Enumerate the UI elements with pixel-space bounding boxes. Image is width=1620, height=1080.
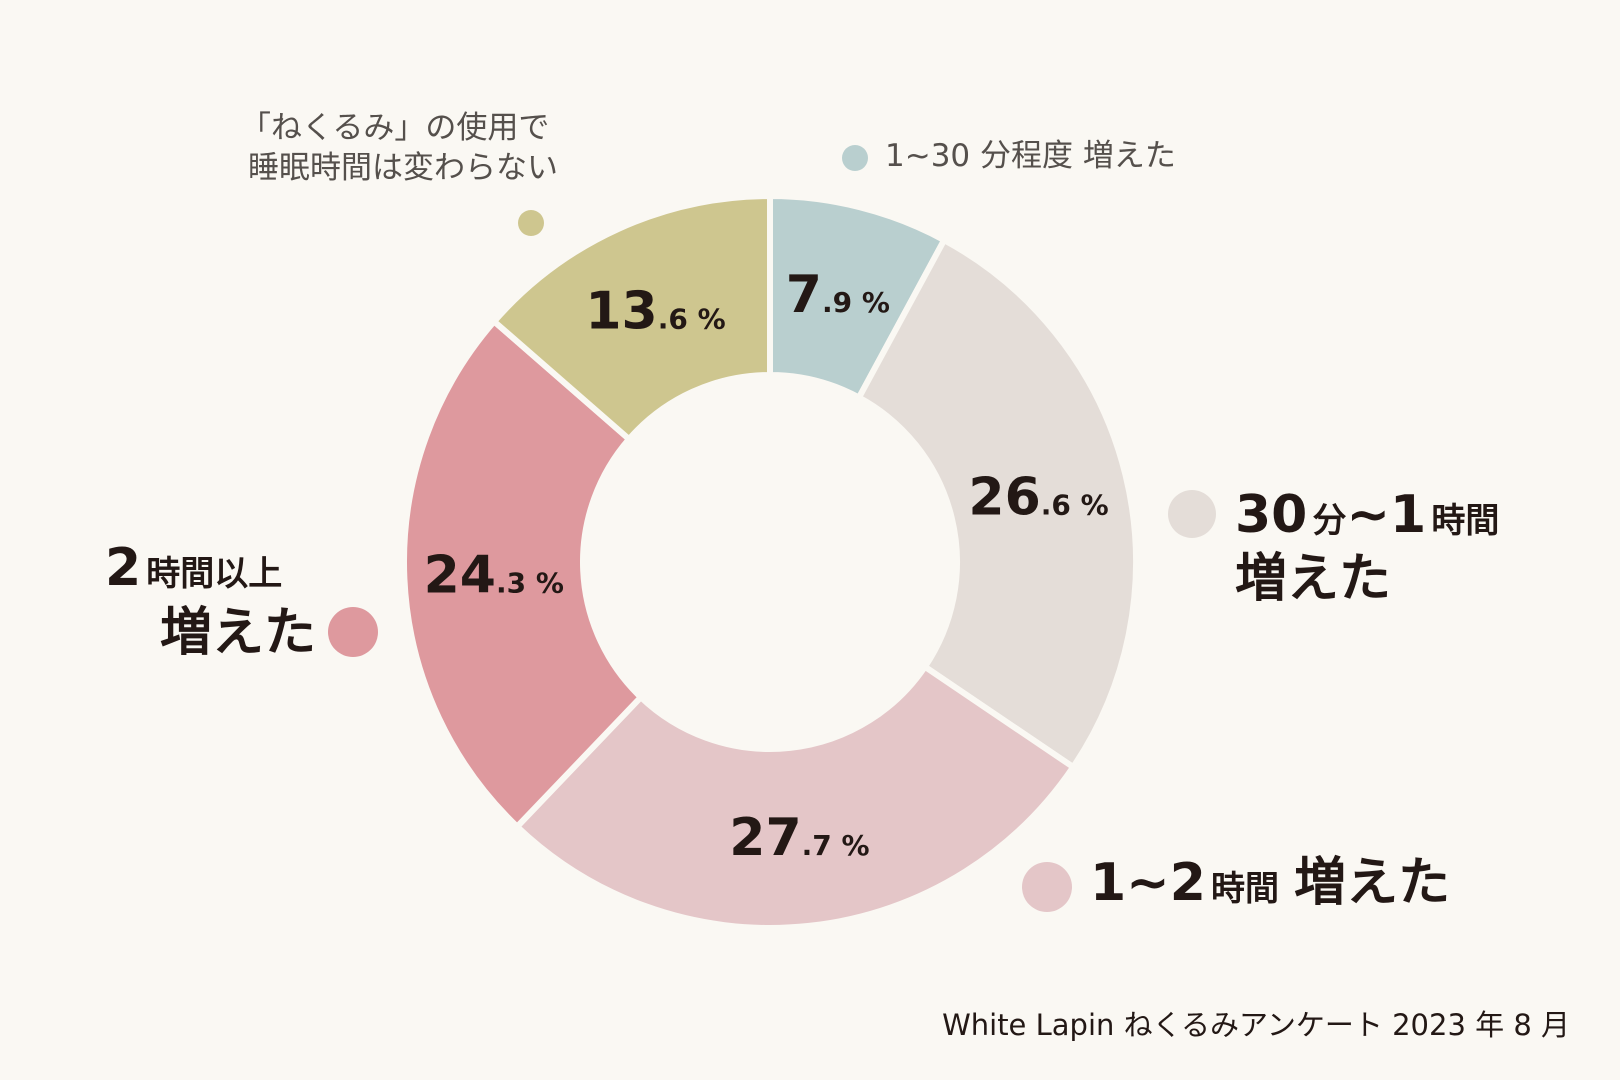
slice-2h-plus [401,317,646,831]
slice-label-no-change: 13.6 % [585,281,725,341]
legend-dot-2h-plus [328,607,378,657]
legend-label-30min-1h: 30 分~1 時間 [1235,484,1499,546]
legend-30min-num: 30 [1235,485,1308,545]
slice-label-1-2h: 27.7 % [729,808,869,868]
legend-no-change-line2: 睡眠時間は変わらない [248,150,558,186]
legend-30min-unit: 分 [1312,501,1347,541]
slice-1-2h [512,662,1078,931]
slice-label-30min-1h: 26.6 % [968,467,1108,527]
legend-1h-unit: 時間 [1431,501,1500,541]
slice-no-change [489,192,773,444]
slice-labels: 7.9 % 26.6 % 27.7 % 24.3 % 13.6 % [424,265,1109,868]
legend-dot-1-30min [842,145,868,171]
legend-30min-1h-line2: 増えた [1235,549,1392,609]
slice-label-2h-plus: 24.3 % [424,546,564,606]
legend-dot-1-2h [1022,862,1072,912]
legend-1-2h-tail: 増えた [1294,853,1451,913]
legend-1-2h-unit: 時間 [1211,869,1280,909]
legend-label-1-30min: 1~30 分程度 増えた [885,138,1176,174]
legend-2h-unit: 時間以上 [146,554,283,594]
donut-slices [401,192,1139,931]
slice-30min-1h [854,236,1139,772]
slice-label-1-30min: 7.9 % [786,265,890,325]
legend-dot-30min-1h [1168,490,1216,538]
legend-2h-num: 2 [105,538,142,598]
legend-no-change-line1: 「ねくるみ」の使用で [240,110,550,146]
legend-2h-plus-line2: 増えた [160,603,317,663]
legend-1h-num: ~1 [1346,485,1427,545]
legend-1-2h-num: 1~2 [1090,853,1206,913]
legend-label-2h-plus: 2 時間以上 [105,537,282,599]
legend-label-1-2h: 1~2 時間 増えた [1090,852,1450,914]
source-caption: White Lapin ねくるみアンケート 2023 年 8 月 [942,1008,1570,1042]
legend-dot-no-change [518,210,544,236]
